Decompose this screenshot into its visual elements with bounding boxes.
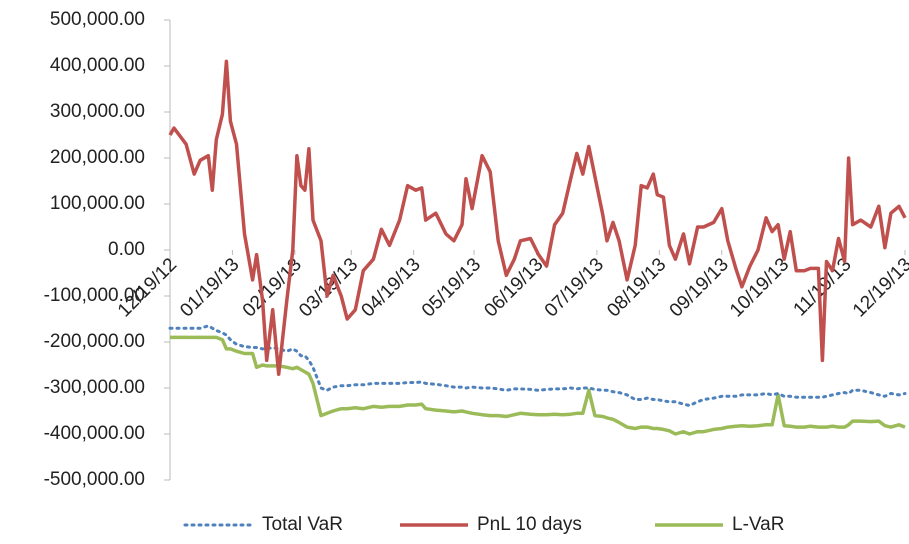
y-tick-label: -400,000.00 xyxy=(44,423,145,444)
y-tick-label: 500,000.00 xyxy=(50,9,145,30)
y-tick-label: 200,000.00 xyxy=(50,147,145,168)
x-tick-label: 05/19/13 xyxy=(418,254,485,321)
x-tick-label: 01/19/13 xyxy=(176,254,243,321)
y-tick-label: 0.00 xyxy=(108,239,145,260)
x-tick-label: 09/19/13 xyxy=(666,254,733,321)
x-tick-label: 08/19/13 xyxy=(603,254,670,321)
y-tick-label: -200,000.00 xyxy=(44,331,145,352)
y-tick-label: 300,000.00 xyxy=(50,101,145,122)
y-tick-label: 400,000.00 xyxy=(50,55,145,76)
y-tick-label: -100,000.00 xyxy=(44,285,145,306)
legend-label: Total VaR xyxy=(262,514,343,535)
data-line xyxy=(168,59,907,376)
x-tick-label: 06/19/13 xyxy=(480,254,547,321)
x-tick-label: 07/19/13 xyxy=(541,254,608,321)
y-tick-label: -500,000.00 xyxy=(44,469,145,490)
legend-label: PnL 10 days xyxy=(477,514,582,535)
y-tick-label: -300,000.00 xyxy=(44,377,145,398)
x-tick-label: 11/19/13 xyxy=(790,254,856,320)
legend-label: L-VaR xyxy=(732,514,784,535)
data-line xyxy=(168,324,907,407)
y-tick-label: 100,000.00 xyxy=(50,193,145,214)
x-tick-label: 12/19/13 xyxy=(849,254,909,321)
